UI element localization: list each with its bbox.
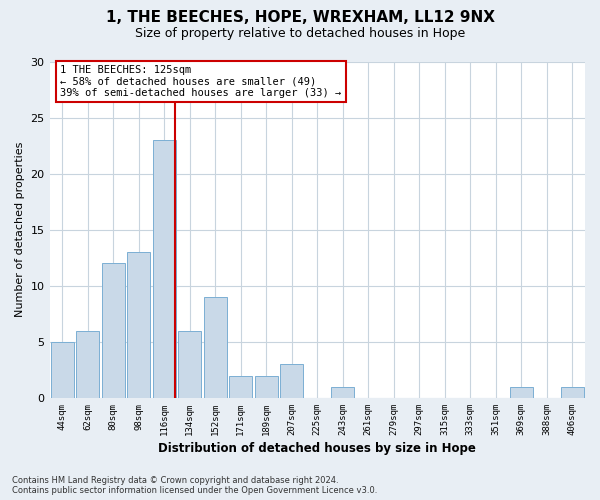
- Bar: [204, 297, 227, 398]
- Bar: [127, 252, 150, 398]
- Bar: [229, 376, 252, 398]
- Bar: [280, 364, 303, 398]
- Bar: [102, 264, 125, 398]
- Bar: [331, 386, 354, 398]
- X-axis label: Distribution of detached houses by size in Hope: Distribution of detached houses by size …: [158, 442, 476, 455]
- Bar: [561, 386, 584, 398]
- Bar: [510, 386, 533, 398]
- Text: 1 THE BEECHES: 125sqm
← 58% of detached houses are smaller (49)
39% of semi-deta: 1 THE BEECHES: 125sqm ← 58% of detached …: [60, 65, 341, 98]
- Text: Size of property relative to detached houses in Hope: Size of property relative to detached ho…: [135, 28, 465, 40]
- Bar: [76, 330, 99, 398]
- Y-axis label: Number of detached properties: Number of detached properties: [15, 142, 25, 318]
- Bar: [178, 330, 201, 398]
- Text: 1, THE BEECHES, HOPE, WREXHAM, LL12 9NX: 1, THE BEECHES, HOPE, WREXHAM, LL12 9NX: [106, 10, 494, 25]
- Bar: [51, 342, 74, 398]
- Bar: [255, 376, 278, 398]
- Text: Contains HM Land Registry data © Crown copyright and database right 2024.
Contai: Contains HM Land Registry data © Crown c…: [12, 476, 377, 495]
- Bar: [153, 140, 176, 398]
